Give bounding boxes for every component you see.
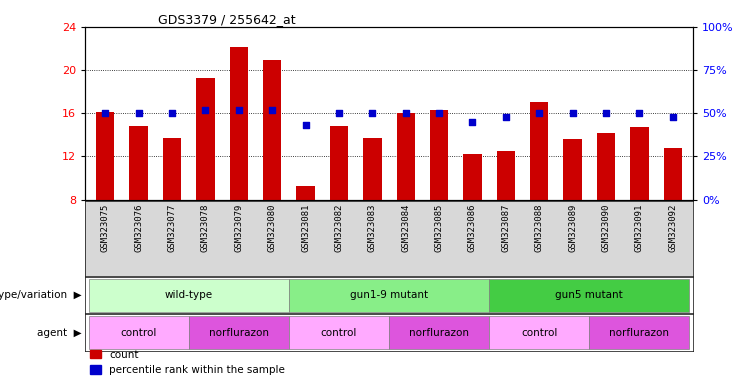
Bar [489, 316, 589, 349]
Text: GSM323082: GSM323082 [334, 204, 343, 252]
Text: GDS3379 / 255642_at: GDS3379 / 255642_at [158, 13, 296, 26]
Point [467, 119, 479, 125]
Bar [463, 154, 482, 200]
Bar [289, 316, 389, 349]
Bar [189, 316, 289, 349]
Point [600, 110, 612, 116]
Text: GSM323087: GSM323087 [502, 204, 511, 252]
Bar [664, 148, 682, 200]
Bar [396, 113, 415, 200]
Bar [563, 139, 582, 200]
Bar [631, 127, 648, 200]
Text: control: control [321, 328, 357, 338]
Text: GSM323092: GSM323092 [668, 204, 677, 252]
Point [299, 122, 311, 128]
Bar [330, 126, 348, 200]
Point [500, 114, 512, 120]
Bar [130, 126, 147, 200]
Point [634, 110, 645, 116]
Text: GSM323085: GSM323085 [435, 204, 444, 252]
Text: norflurazon: norflurazon [409, 328, 469, 338]
Bar [589, 316, 689, 349]
Text: GSM323075: GSM323075 [101, 204, 110, 252]
Bar [230, 47, 248, 200]
Text: GSM323086: GSM323086 [468, 204, 477, 252]
Text: norflurazon: norflurazon [209, 328, 269, 338]
Legend: count, percentile rank within the sample: count, percentile rank within the sample [90, 350, 285, 375]
Bar [597, 133, 615, 200]
Bar [296, 185, 315, 200]
Text: GSM323088: GSM323088 [535, 204, 544, 252]
Text: GSM323084: GSM323084 [401, 204, 411, 252]
Text: norflurazon: norflurazon [609, 328, 669, 338]
Bar [363, 138, 382, 200]
Text: GSM323076: GSM323076 [134, 204, 143, 252]
Point [99, 110, 111, 116]
Bar [489, 279, 689, 311]
Text: wild-type: wild-type [165, 290, 213, 300]
Point [366, 110, 378, 116]
Bar [530, 103, 548, 200]
Bar [196, 78, 215, 200]
Text: GSM323081: GSM323081 [301, 204, 310, 252]
Point [133, 110, 144, 116]
Bar [289, 279, 489, 311]
Text: GSM323083: GSM323083 [368, 204, 377, 252]
Point [534, 110, 545, 116]
Point [400, 110, 412, 116]
Text: GSM323077: GSM323077 [167, 204, 176, 252]
Point [567, 110, 579, 116]
Point [233, 107, 245, 113]
Text: gun5 mutant: gun5 mutant [556, 290, 623, 300]
Bar [163, 138, 182, 200]
Point [266, 107, 278, 113]
Point [333, 110, 345, 116]
Point [667, 114, 679, 120]
Text: GSM323089: GSM323089 [568, 204, 577, 252]
Bar [263, 60, 282, 200]
Text: GSM323091: GSM323091 [635, 204, 644, 252]
Bar [430, 110, 448, 200]
Text: agent  ▶: agent ▶ [37, 328, 82, 338]
Text: GSM323079: GSM323079 [234, 204, 243, 252]
Bar [89, 316, 189, 349]
Text: control: control [521, 328, 557, 338]
Text: genotype/variation  ▶: genotype/variation ▶ [0, 290, 82, 300]
Text: GSM323078: GSM323078 [201, 204, 210, 252]
Text: GSM323080: GSM323080 [268, 204, 276, 252]
Point [433, 110, 445, 116]
Point [166, 110, 178, 116]
Text: control: control [121, 328, 157, 338]
Bar [496, 151, 515, 200]
Text: GSM323090: GSM323090 [602, 204, 611, 252]
Bar [389, 316, 489, 349]
Bar [96, 112, 114, 200]
Point [199, 107, 211, 113]
Bar [89, 279, 289, 311]
Text: gun1-9 mutant: gun1-9 mutant [350, 290, 428, 300]
